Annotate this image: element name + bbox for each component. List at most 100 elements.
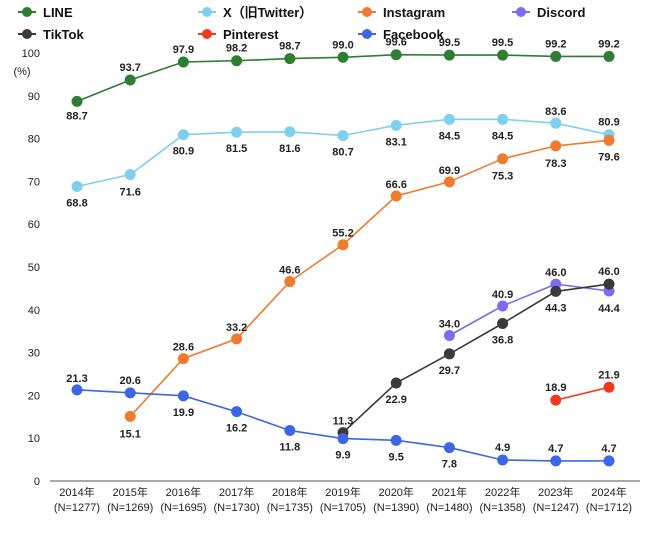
data-label-facebook: 7.8 <box>442 459 457 471</box>
series-line-discord <box>449 283 610 337</box>
legend-label: Instagram <box>383 5 445 20</box>
data-point-line <box>124 74 136 86</box>
legend-item-pinterest: Pinterest <box>198 27 279 42</box>
data-point-tiktok <box>603 278 615 290</box>
data-point-tiktok <box>390 377 402 389</box>
data-label-tiktok: 29.7 <box>439 365 460 377</box>
data-point-line <box>337 51 349 63</box>
data-point-facebook <box>71 384 83 396</box>
data-label-facebook: 9.5 <box>389 451 404 463</box>
x-tick-label: 2022年 <box>485 485 520 499</box>
data-label-discord: 40.9 <box>492 289 513 301</box>
data-label-instagram: 75.3 <box>492 171 513 183</box>
x-axis-ticks: 2014年 (N=1277) 2015年 (N=1269) 2016年 (N=1695) 2… <box>54 485 632 514</box>
x-tick-sample-size: (N=1390) <box>373 502 419 514</box>
x-tick-sample-size: (N=1712) <box>586 502 632 514</box>
series-line-pinterest <box>555 386 610 401</box>
data-point-x-twitter <box>390 119 402 131</box>
data-point-x-twitter <box>337 130 349 142</box>
y-tick-label: 10 <box>28 433 40 445</box>
x-tick-label: 2021年 <box>432 485 467 499</box>
data-point-facebook <box>390 434 402 446</box>
data-point-instagram <box>124 410 136 422</box>
data-label-instagram: 15.1 <box>119 428 140 440</box>
data-label-facebook: 19.9 <box>173 407 194 419</box>
x-tick-sample-size: (N=1277) <box>54 502 100 514</box>
y-tick-label: 30 <box>28 348 40 360</box>
data-label-facebook: 16.2 <box>226 423 247 435</box>
data-point-tiktok <box>497 317 509 329</box>
data-point-x-twitter <box>124 169 136 181</box>
x-tick-sample-size: (N=1735) <box>267 502 313 514</box>
data-label-instagram: 46.6 <box>279 265 300 277</box>
data-label-x-twitter: 83.6 <box>545 106 566 118</box>
data-point-x-twitter <box>177 129 189 141</box>
legend-item-instagram: Instagram <box>358 5 445 20</box>
data-point-line <box>603 50 615 62</box>
data-point-line <box>390 49 402 61</box>
data-label-x-twitter: 80.7 <box>332 147 353 159</box>
data-point-facebook <box>231 406 243 418</box>
data-label-instagram: 28.6 <box>173 342 194 354</box>
data-label-line: 99.2 <box>598 38 619 50</box>
x-tick-label: 2015年 <box>112 485 147 499</box>
data-point-instagram <box>284 276 296 288</box>
data-labels: 88.7 93.7 97.9 98.2 98.7 99.0 99.6 99.5 99.5 99.2… <box>66 37 620 471</box>
y-tick-label: 70 <box>28 176 40 188</box>
series-line-instagram <box>129 139 610 417</box>
legend-label: X（旧Twitter） <box>223 5 312 20</box>
data-label-line: 98.2 <box>226 43 247 55</box>
data-label-tiktok: 44.3 <box>545 302 566 314</box>
data-label-line: 99.5 <box>439 37 460 49</box>
data-point-instagram <box>550 140 562 152</box>
data-point-instagram <box>390 190 402 202</box>
x-tick-label: 2024年 <box>591 485 626 499</box>
data-label-line: 99.2 <box>545 38 566 50</box>
data-label-x-twitter: 68.8 <box>66 198 87 210</box>
y-tick-label: 60 <box>28 219 40 231</box>
data-point-facebook <box>603 455 615 467</box>
data-point-facebook <box>443 442 455 454</box>
data-label-instagram: 79.6 <box>598 151 619 163</box>
data-label-discord: 44.4 <box>598 303 620 315</box>
legend-swatch-marker <box>22 7 32 17</box>
data-point-instagram <box>603 134 615 146</box>
data-label-tiktok: 22.9 <box>385 394 406 406</box>
data-point-line <box>284 53 296 65</box>
x-tick-label: 2014年 <box>59 485 94 499</box>
data-label-line: 99.0 <box>332 39 353 51</box>
data-label-x-twitter: 80.9 <box>598 117 619 129</box>
data-label-x-twitter: 83.1 <box>385 136 406 148</box>
x-tick-sample-size: (N=1247) <box>533 502 579 514</box>
legend-item-tiktok: TikTok <box>18 27 84 42</box>
x-tick-sample-size: (N=1358) <box>480 502 526 514</box>
data-label-line: 98.7 <box>279 41 300 53</box>
legend-swatch-marker <box>362 7 372 17</box>
y-tick-label: 0 <box>34 476 40 488</box>
data-label-x-twitter: 81.6 <box>279 143 300 155</box>
data-point-instagram <box>177 353 189 365</box>
legend-swatch-marker <box>202 29 212 39</box>
data-label-x-twitter: 80.9 <box>173 146 194 158</box>
data-label-line: 99.6 <box>385 37 406 49</box>
x-tick-sample-size: (N=1269) <box>107 502 153 514</box>
x-tick-label: 2018年 <box>272 485 307 499</box>
x-tick-label: 2019年 <box>325 485 360 499</box>
legend-label: TikTok <box>43 27 84 42</box>
data-label-facebook: 4.7 <box>548 443 563 455</box>
data-label-line: 93.7 <box>119 62 140 74</box>
data-point-x-twitter <box>550 117 562 129</box>
y-tick-label: 40 <box>28 305 40 317</box>
data-point-instagram <box>231 333 243 345</box>
data-point-x-twitter <box>497 113 509 125</box>
data-point-line <box>71 95 83 107</box>
data-label-line: 88.7 <box>66 110 87 122</box>
data-point-facebook <box>177 390 189 402</box>
data-point-facebook <box>497 454 509 466</box>
legend-label: Discord <box>537 5 585 20</box>
data-label-discord: 34.0 <box>439 318 460 330</box>
y-axis-ticks: 0 10 20 30 40 50 60 70 80 90 100 <box>22 48 40 488</box>
x-tick-label: 2016年 <box>166 485 201 499</box>
data-label-facebook: 4.9 <box>495 442 510 454</box>
